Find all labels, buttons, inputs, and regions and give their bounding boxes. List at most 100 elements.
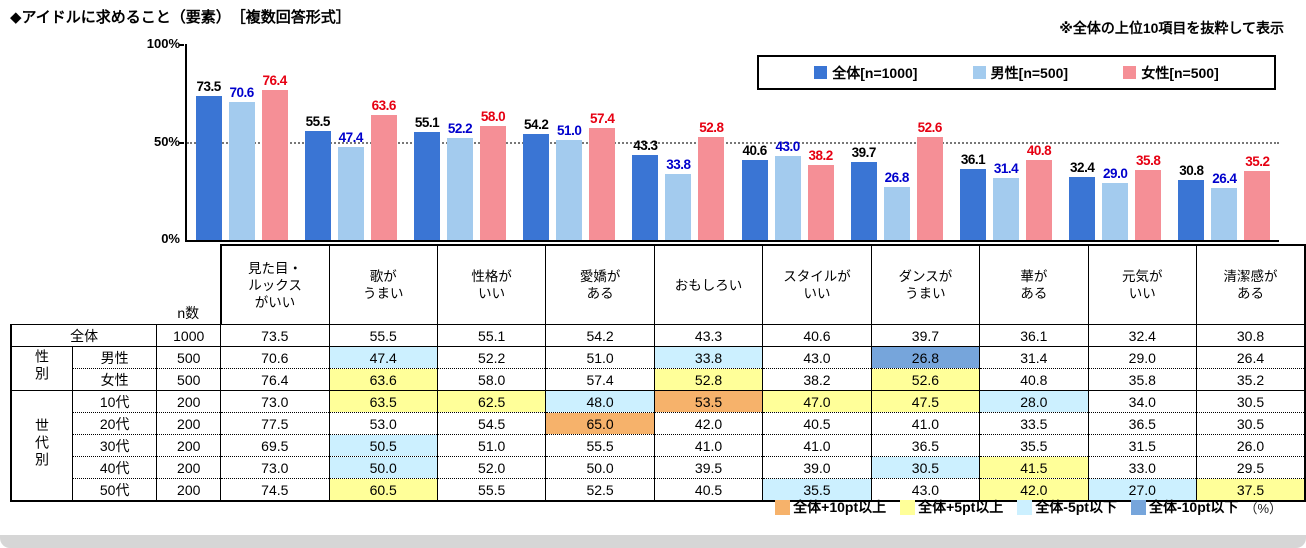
n-value: 500 bbox=[156, 346, 222, 369]
bar-value-label: 36.1 bbox=[960, 152, 986, 168]
data-cell: 41.5 bbox=[979, 456, 1089, 479]
bar-female bbox=[698, 136, 725, 240]
bar-value-label: 70.6 bbox=[229, 84, 254, 100]
table-row: 40代 200 73.0 50.0 52.0 50.0 39.5 39.0 30.5 41.5 33… bbox=[11, 456, 1306, 479]
data-cell: 51.0 bbox=[545, 346, 655, 369]
header-spacer bbox=[11, 245, 157, 325]
bar-male bbox=[1211, 188, 1238, 240]
row-label: 30代 bbox=[71, 434, 158, 457]
bar-all bbox=[523, 133, 550, 240]
chart-legend-label: 男性[n=500] bbox=[990, 64, 1069, 81]
bar-value-label: 51.0 bbox=[557, 123, 582, 139]
bar-male bbox=[1102, 183, 1129, 240]
column-header: ダンスが うまい bbox=[870, 244, 981, 325]
row-label: 20代 bbox=[71, 412, 158, 435]
bar-all bbox=[414, 132, 440, 240]
data-cell: 52.0 bbox=[436, 456, 547, 479]
column-header: 愛嬌が ある bbox=[545, 244, 655, 325]
chart-legend-label: 全体[n=1000] bbox=[832, 64, 918, 81]
bar-male bbox=[447, 137, 473, 240]
bar-male bbox=[228, 101, 255, 240]
data-cell: 33.5 bbox=[979, 412, 1089, 435]
n-value: 200 bbox=[156, 412, 222, 435]
n-value: 500 bbox=[156, 368, 222, 391]
bar-value-label: 52.6 bbox=[917, 119, 943, 135]
data-cell: 35.5 bbox=[979, 434, 1089, 457]
data-cell: 60.5 bbox=[328, 478, 438, 502]
bar-value-label: 76.4 bbox=[262, 73, 287, 89]
page-title: ◆アイドルに求めること（要素） ［複数回答形式］ bbox=[10, 9, 351, 26]
data-cell: 52.2 bbox=[436, 346, 547, 369]
table-row: 性別 男性 500 70.6 47.4 52.2 51.0 33.8 43.0 26.8 31.4 2… bbox=[10, 346, 1306, 391]
highlight-legend-item: 全体+10pt以上 bbox=[775, 497, 886, 517]
bar-value-label: 40.6 bbox=[742, 143, 767, 159]
data-cell: 52.8 bbox=[653, 368, 764, 391]
data-cell: 32.4 bbox=[1087, 324, 1198, 347]
highlight-legend-item: 全体-5pt以下 bbox=[1017, 497, 1117, 517]
data-cell: 62.5 bbox=[436, 390, 547, 413]
data-cell: 50.0 bbox=[545, 456, 655, 479]
highlight-swatch-icon bbox=[1130, 499, 1146, 515]
bar-male bbox=[337, 147, 364, 240]
bar-female bbox=[370, 115, 397, 240]
data-cell: 58.0 bbox=[436, 368, 547, 391]
data-cell: 40.5 bbox=[762, 412, 872, 435]
highlight-swatch-icon bbox=[775, 499, 791, 515]
data-cell: 36.5 bbox=[870, 434, 981, 457]
data-cell: 47.5 bbox=[870, 390, 981, 413]
results-table: n数 見た目・ ルックス がいい 歌が うまい 性格が いい 愛嬌が ある おもしろい スタ… bbox=[10, 244, 1306, 502]
bar-female bbox=[1026, 160, 1052, 240]
bar-value-label: 33.8 bbox=[666, 156, 691, 172]
bar-chart-plot: 73.5 55.5 55.1 54.2 43.3 40.6 39.7 36.1 32.4 30.8… bbox=[185, 44, 1279, 242]
data-cell: 50.5 bbox=[328, 434, 438, 457]
bar-value-label: 43.0 bbox=[775, 138, 800, 154]
table-row: 20代 200 77.5 53.0 54.5 65.0 42.0 40.5 41.0 33.5 36… bbox=[11, 412, 1306, 435]
n-value: 1000 bbox=[156, 324, 222, 347]
data-cell: 26.8 bbox=[870, 346, 981, 369]
column-header: スタイルが いい bbox=[762, 244, 872, 325]
data-cell: 55.5 bbox=[545, 434, 655, 457]
data-cell: 35.2 bbox=[1196, 368, 1306, 391]
bar-female bbox=[589, 127, 616, 240]
data-cell: 40.5 bbox=[653, 478, 764, 502]
bar-value-label: 52.8 bbox=[699, 119, 724, 135]
data-cell: 77.5 bbox=[220, 412, 330, 435]
bar-female bbox=[807, 165, 834, 240]
column-header: 元気が いい bbox=[1087, 244, 1198, 325]
row-label: 40代 bbox=[71, 456, 158, 479]
series-swatch-icon bbox=[972, 66, 986, 79]
column-header: おもしろい bbox=[653, 244, 764, 325]
data-cell: 33.0 bbox=[1087, 456, 1198, 479]
data-cell: 55.5 bbox=[436, 478, 547, 502]
highlight-legend-label: 全体+5pt以上 bbox=[918, 499, 1004, 515]
row-group-label: 世代別 bbox=[10, 390, 73, 502]
row-label: 女性 bbox=[71, 368, 158, 391]
data-cell: 30.5 bbox=[870, 456, 981, 479]
bar-value-label: 52.2 bbox=[447, 120, 473, 136]
data-cell: 50.0 bbox=[328, 456, 438, 479]
data-cell: 33.8 bbox=[653, 346, 764, 369]
data-cell: 29.5 bbox=[1196, 456, 1306, 479]
data-cell: 37.5 bbox=[1196, 478, 1306, 502]
data-cell: 54.2 bbox=[545, 324, 655, 347]
bar-value-label: 73.5 bbox=[196, 78, 221, 94]
bar-value-label: 58.0 bbox=[480, 109, 506, 125]
data-cell: 48.0 bbox=[545, 390, 655, 413]
highlight-legend-item: 全体-10pt以下 bbox=[1130, 497, 1238, 517]
bar-male bbox=[774, 155, 801, 240]
data-cell: 42.0 bbox=[979, 478, 1089, 502]
data-cell: 70.6 bbox=[220, 346, 330, 369]
chart-legend-item: 全体[n=1000] bbox=[814, 63, 917, 83]
n-value: 200 bbox=[156, 390, 222, 413]
data-cell: 36.5 bbox=[1087, 412, 1198, 435]
data-cell: 65.0 bbox=[545, 412, 655, 435]
data-cell: 29.0 bbox=[1087, 346, 1198, 369]
data-cell: 31.5 bbox=[1087, 434, 1198, 457]
bar-value-label: 54.2 bbox=[524, 116, 549, 132]
row-group-label-text: 世代別 bbox=[34, 417, 50, 469]
bar-value-label: 57.4 bbox=[590, 110, 615, 126]
bar-value-label: 55.5 bbox=[305, 114, 331, 130]
highlight-legend-label: 全体+10pt以上 bbox=[793, 499, 887, 515]
gridline-50pct-icon bbox=[187, 142, 1279, 144]
